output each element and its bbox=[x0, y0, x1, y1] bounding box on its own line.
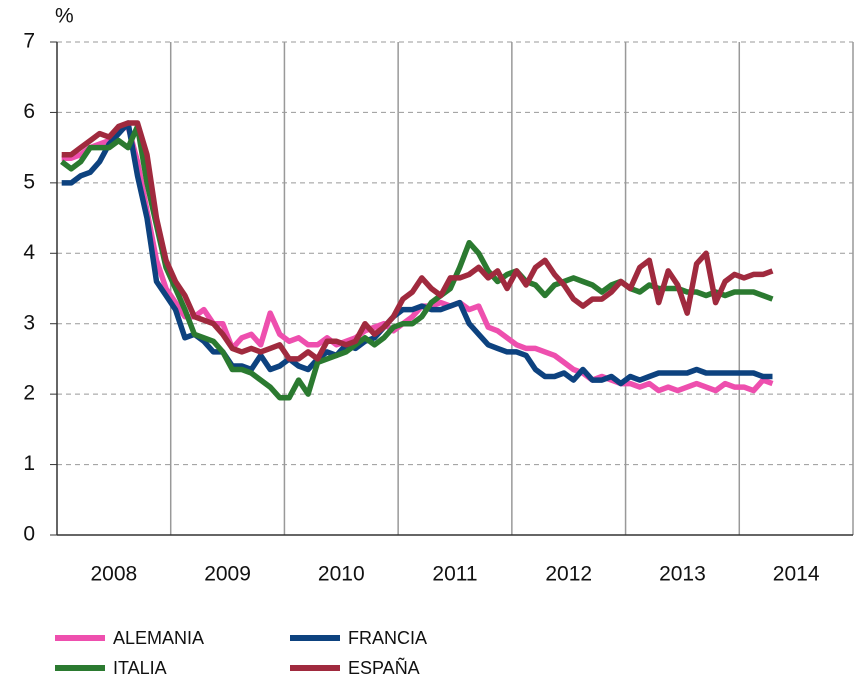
y-tick-label: 2 bbox=[23, 382, 35, 405]
y-axis-label: % bbox=[55, 5, 74, 28]
series-line bbox=[61, 120, 773, 387]
y-tick-label: 4 bbox=[23, 241, 35, 264]
legend-label: ALEMANIA bbox=[113, 628, 204, 648]
series-line bbox=[61, 120, 774, 362]
legend-label: ESPAÑA bbox=[348, 657, 420, 678]
x-tick-label: 2014 bbox=[773, 563, 820, 586]
y-tick-label: 3 bbox=[23, 311, 35, 334]
y-tick-label: 1 bbox=[23, 452, 35, 475]
y-tick-label: 5 bbox=[23, 170, 35, 193]
x-tick-label: 2008 bbox=[90, 563, 137, 586]
x-tick-label: 2013 bbox=[659, 563, 706, 586]
y-tick-label: 7 bbox=[23, 30, 35, 53]
series-line bbox=[61, 123, 774, 394]
legend-label: ITALIA bbox=[113, 658, 167, 678]
x-tick-label: 2012 bbox=[545, 563, 592, 586]
legend-label: FRANCIA bbox=[348, 628, 427, 648]
y-tick-label: 0 bbox=[23, 523, 35, 546]
x-tick-label: 2011 bbox=[432, 563, 477, 586]
y-tick-label: 6 bbox=[23, 100, 35, 123]
x-tick-label: 2010 bbox=[318, 563, 365, 586]
x-tick-label: 2009 bbox=[204, 563, 251, 586]
